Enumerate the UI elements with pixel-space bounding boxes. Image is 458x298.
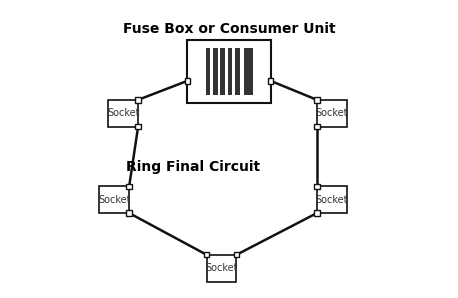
Bar — [136, 97, 141, 103]
Bar — [314, 210, 320, 216]
Bar — [268, 78, 273, 83]
Bar — [234, 252, 239, 257]
Bar — [108, 100, 138, 127]
Bar — [126, 210, 132, 216]
Bar — [317, 100, 347, 127]
Bar — [220, 48, 225, 95]
Bar — [235, 48, 240, 95]
Text: Ring Final Circuit: Ring Final Circuit — [126, 160, 260, 174]
Text: Socket: Socket — [98, 195, 131, 205]
Bar — [99, 186, 129, 213]
Bar — [187, 40, 271, 103]
Bar — [185, 78, 190, 83]
Bar — [314, 97, 320, 103]
Bar — [206, 48, 211, 95]
Text: Socket: Socket — [107, 108, 139, 118]
Bar — [244, 48, 253, 95]
Text: Socket: Socket — [205, 263, 238, 273]
Text: Socket: Socket — [316, 108, 348, 118]
Bar — [136, 124, 141, 129]
Bar — [207, 255, 236, 282]
Text: Fuse Box or Consumer Unit: Fuse Box or Consumer Unit — [123, 22, 335, 36]
Bar — [314, 184, 320, 189]
Bar — [314, 124, 320, 129]
Bar — [317, 186, 347, 213]
Text: Socket: Socket — [316, 195, 348, 205]
Bar — [228, 48, 232, 95]
Bar — [126, 184, 132, 189]
Bar — [204, 252, 209, 257]
Bar — [213, 48, 218, 95]
